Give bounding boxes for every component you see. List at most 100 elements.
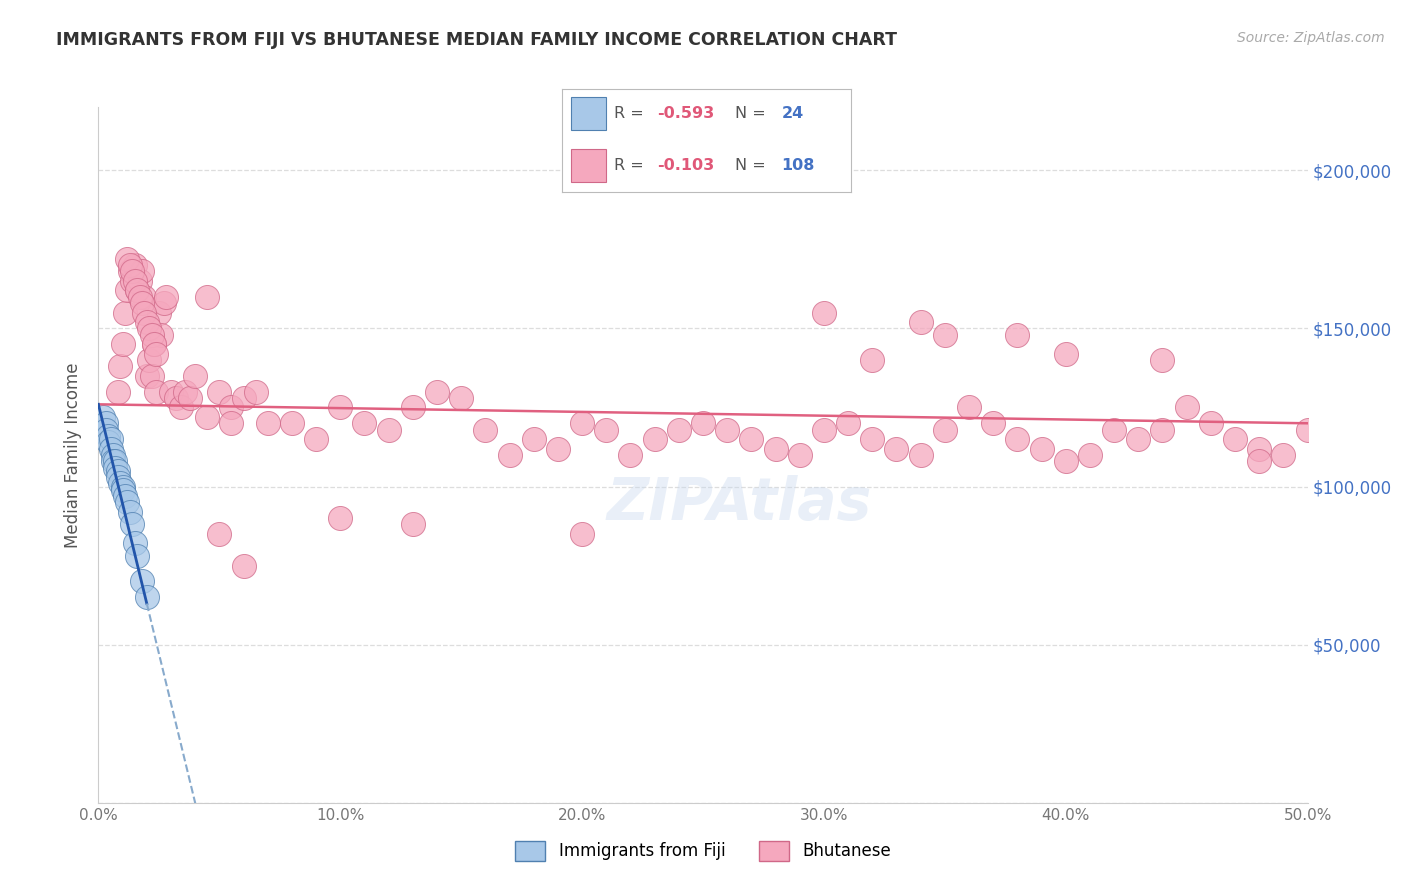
Point [1272, 448, 1295, 462]
Y-axis label: Median Family Income: Median Family Income [65, 362, 83, 548]
Point [571, 527, 593, 541]
Point [111, 337, 134, 351]
Text: ZIPAtlas: ZIPAtlas [606, 475, 872, 533]
Point [145, 347, 167, 361]
Point [150, 327, 173, 342]
Point [981, 417, 1004, 431]
Point [124, 258, 146, 272]
Text: IMMIGRANTS FROM FIJI VS BHUTANESE MEDIAN FAMILY INCOME CORRELATION CHART: IMMIGRANTS FROM FIJI VS BHUTANESE MEDIAN… [56, 31, 897, 49]
Point [118, 258, 141, 272]
Bar [571, 97, 606, 130]
Point [108, 359, 131, 374]
Point [1007, 327, 1029, 342]
Point [910, 448, 932, 462]
Point [127, 284, 149, 298]
Point [523, 432, 546, 446]
Point [138, 353, 160, 368]
Point [121, 274, 143, 288]
Point [221, 417, 243, 431]
Point [305, 432, 328, 446]
Bar [571, 149, 606, 181]
Point [208, 384, 231, 399]
Point [329, 401, 352, 415]
Point [547, 442, 569, 456]
Point [232, 391, 254, 405]
Point [107, 384, 129, 399]
Point [860, 432, 883, 446]
Point [1199, 417, 1222, 431]
Point [128, 290, 150, 304]
Point [131, 264, 153, 278]
Point [232, 558, 254, 573]
Point [111, 483, 134, 497]
Text: N =: N = [735, 158, 772, 173]
Point [107, 464, 129, 478]
Point [1175, 401, 1198, 415]
Point [174, 384, 197, 399]
Point [134, 305, 156, 319]
Point [1249, 454, 1271, 468]
Point [450, 391, 472, 405]
Text: Source: ZipAtlas.com: Source: ZipAtlas.com [1237, 31, 1385, 45]
Point [208, 527, 231, 541]
Point [131, 296, 153, 310]
Point [97, 435, 120, 450]
Point [128, 274, 150, 288]
Point [195, 290, 218, 304]
Point [114, 489, 136, 503]
Point [117, 495, 139, 509]
Point [571, 417, 593, 431]
Point [934, 423, 956, 437]
Point [1078, 448, 1101, 462]
Point [94, 417, 117, 431]
Point [135, 315, 157, 329]
Point [138, 321, 160, 335]
Point [1007, 432, 1029, 446]
Point [101, 454, 124, 468]
Point [329, 511, 352, 525]
Point [118, 505, 141, 519]
Point [169, 401, 191, 415]
Point [143, 337, 166, 351]
Point [837, 417, 859, 431]
Point [141, 327, 163, 342]
Point [886, 442, 908, 456]
Point [179, 391, 201, 405]
Point [910, 315, 932, 329]
Point [692, 417, 714, 431]
Point [813, 423, 835, 437]
Point [111, 479, 134, 493]
Point [141, 368, 163, 383]
Point [117, 284, 139, 298]
Point [124, 536, 146, 550]
Point [100, 432, 122, 446]
Point [1223, 432, 1246, 446]
Point [1102, 423, 1125, 437]
Point [1054, 347, 1077, 361]
Point [104, 454, 127, 468]
Point [595, 423, 617, 437]
Point [91, 409, 114, 424]
Point [117, 252, 139, 266]
Point [100, 442, 122, 456]
Point [131, 574, 153, 589]
Point [160, 384, 183, 399]
Point [245, 384, 267, 399]
Point [402, 401, 425, 415]
Point [860, 353, 883, 368]
Point [135, 591, 157, 605]
Text: 24: 24 [782, 106, 804, 121]
Point [377, 423, 399, 437]
Point [143, 337, 166, 351]
Point [353, 417, 375, 431]
Point [127, 284, 149, 298]
Point [148, 305, 170, 319]
Legend: Immigrants from Fiji, Bhutanese: Immigrants from Fiji, Bhutanese [509, 834, 897, 868]
Point [281, 417, 304, 431]
Point [101, 448, 124, 462]
Point [121, 517, 143, 532]
Point [765, 442, 787, 456]
Point [104, 460, 127, 475]
Point [94, 423, 117, 437]
Point [107, 470, 129, 484]
